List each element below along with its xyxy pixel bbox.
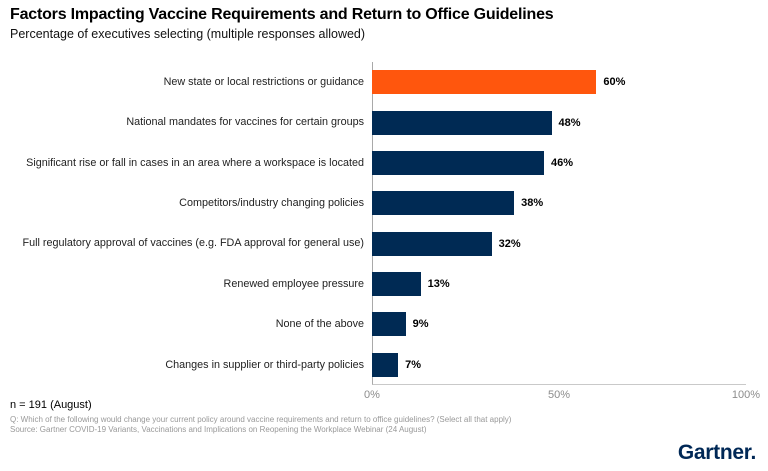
bar [372, 70, 597, 95]
value-label: 9% [412, 318, 429, 331]
bar-track: 13% [372, 272, 746, 297]
category-label: Full regulatory approval of vaccines (e.… [22, 237, 364, 250]
bar-track: 9% [372, 312, 746, 337]
x-tick-label: 50% [547, 389, 571, 401]
x-tick-label: 100% [731, 389, 761, 401]
bar [372, 150, 545, 175]
category-label: New state or local restrictions or guida… [163, 75, 364, 88]
category-label: None of the above [275, 318, 364, 331]
bar [372, 191, 515, 216]
bar [372, 312, 406, 337]
bar-track: 32% [372, 231, 746, 256]
bar-track: 60% [372, 70, 746, 95]
bar-track: 48% [372, 110, 746, 135]
chart-title: Factors Impacting Vaccine Requirements a… [10, 6, 554, 23]
sample-size-note: n = 191 (August) [10, 399, 92, 411]
question-note: Q: Which of the following would change y… [10, 415, 512, 424]
value-label: 48% [558, 116, 581, 129]
gartner-logo: Gartner. [677, 441, 756, 464]
bar-row: Full regulatory approval of vaccines (e.… [10, 224, 746, 264]
value-label: 13% [427, 278, 450, 291]
value-label: 7% [405, 358, 422, 371]
value-label: 46% [551, 156, 574, 169]
bar-row: Changes in supplier or third-party polic… [10, 345, 746, 385]
category-label: Renewed employee pressure [223, 277, 364, 290]
bar [372, 231, 492, 256]
bar-row: None of the above 9% [10, 304, 746, 344]
category-label: Competitors/industry changing policies [179, 197, 364, 210]
bar-row: New state or local restrictions or guida… [10, 62, 746, 102]
chart-subtitle: Percentage of executives selecting (mult… [10, 27, 366, 41]
bar-track: 7% [372, 352, 746, 377]
bar-row: National mandates for vaccines for certa… [10, 102, 746, 142]
bar [372, 110, 552, 135]
category-label: Changes in supplier or third-party polic… [165, 358, 364, 371]
source-note: Source: Gartner COVID-19 Variants, Vacci… [10, 424, 427, 434]
bar-track: 38% [372, 191, 746, 216]
bar-row: Renewed employee pressure 13% [10, 264, 746, 304]
value-label: 38% [521, 197, 544, 210]
category-label: Significant rise or fall in cases in an … [26, 156, 364, 169]
bar-track: 46% [372, 150, 746, 175]
bar [372, 352, 399, 377]
x-axis-ticks: 0% 50% 100% [364, 389, 760, 404]
bar-chart: New state or local restrictions or guida… [10, 62, 760, 404]
value-label: 60% [603, 76, 626, 89]
axis-lines [372, 62, 746, 385]
category-label: National mandates for vaccines for certa… [126, 116, 364, 129]
plot-area: New state or local restrictions or guida… [10, 62, 746, 385]
chart-footnotes: n = 191 (August) Q: Which of the followi… [10, 399, 650, 434]
bar-rows: New state or local restrictions or guida… [10, 62, 746, 385]
value-label: 32% [498, 237, 521, 250]
bar [372, 272, 421, 297]
bar-row: Significant rise or fall in cases in an … [10, 143, 746, 183]
x-tick-label: 0% [364, 389, 380, 401]
bar-row: Competitors/industry changing policies 38… [10, 183, 746, 223]
